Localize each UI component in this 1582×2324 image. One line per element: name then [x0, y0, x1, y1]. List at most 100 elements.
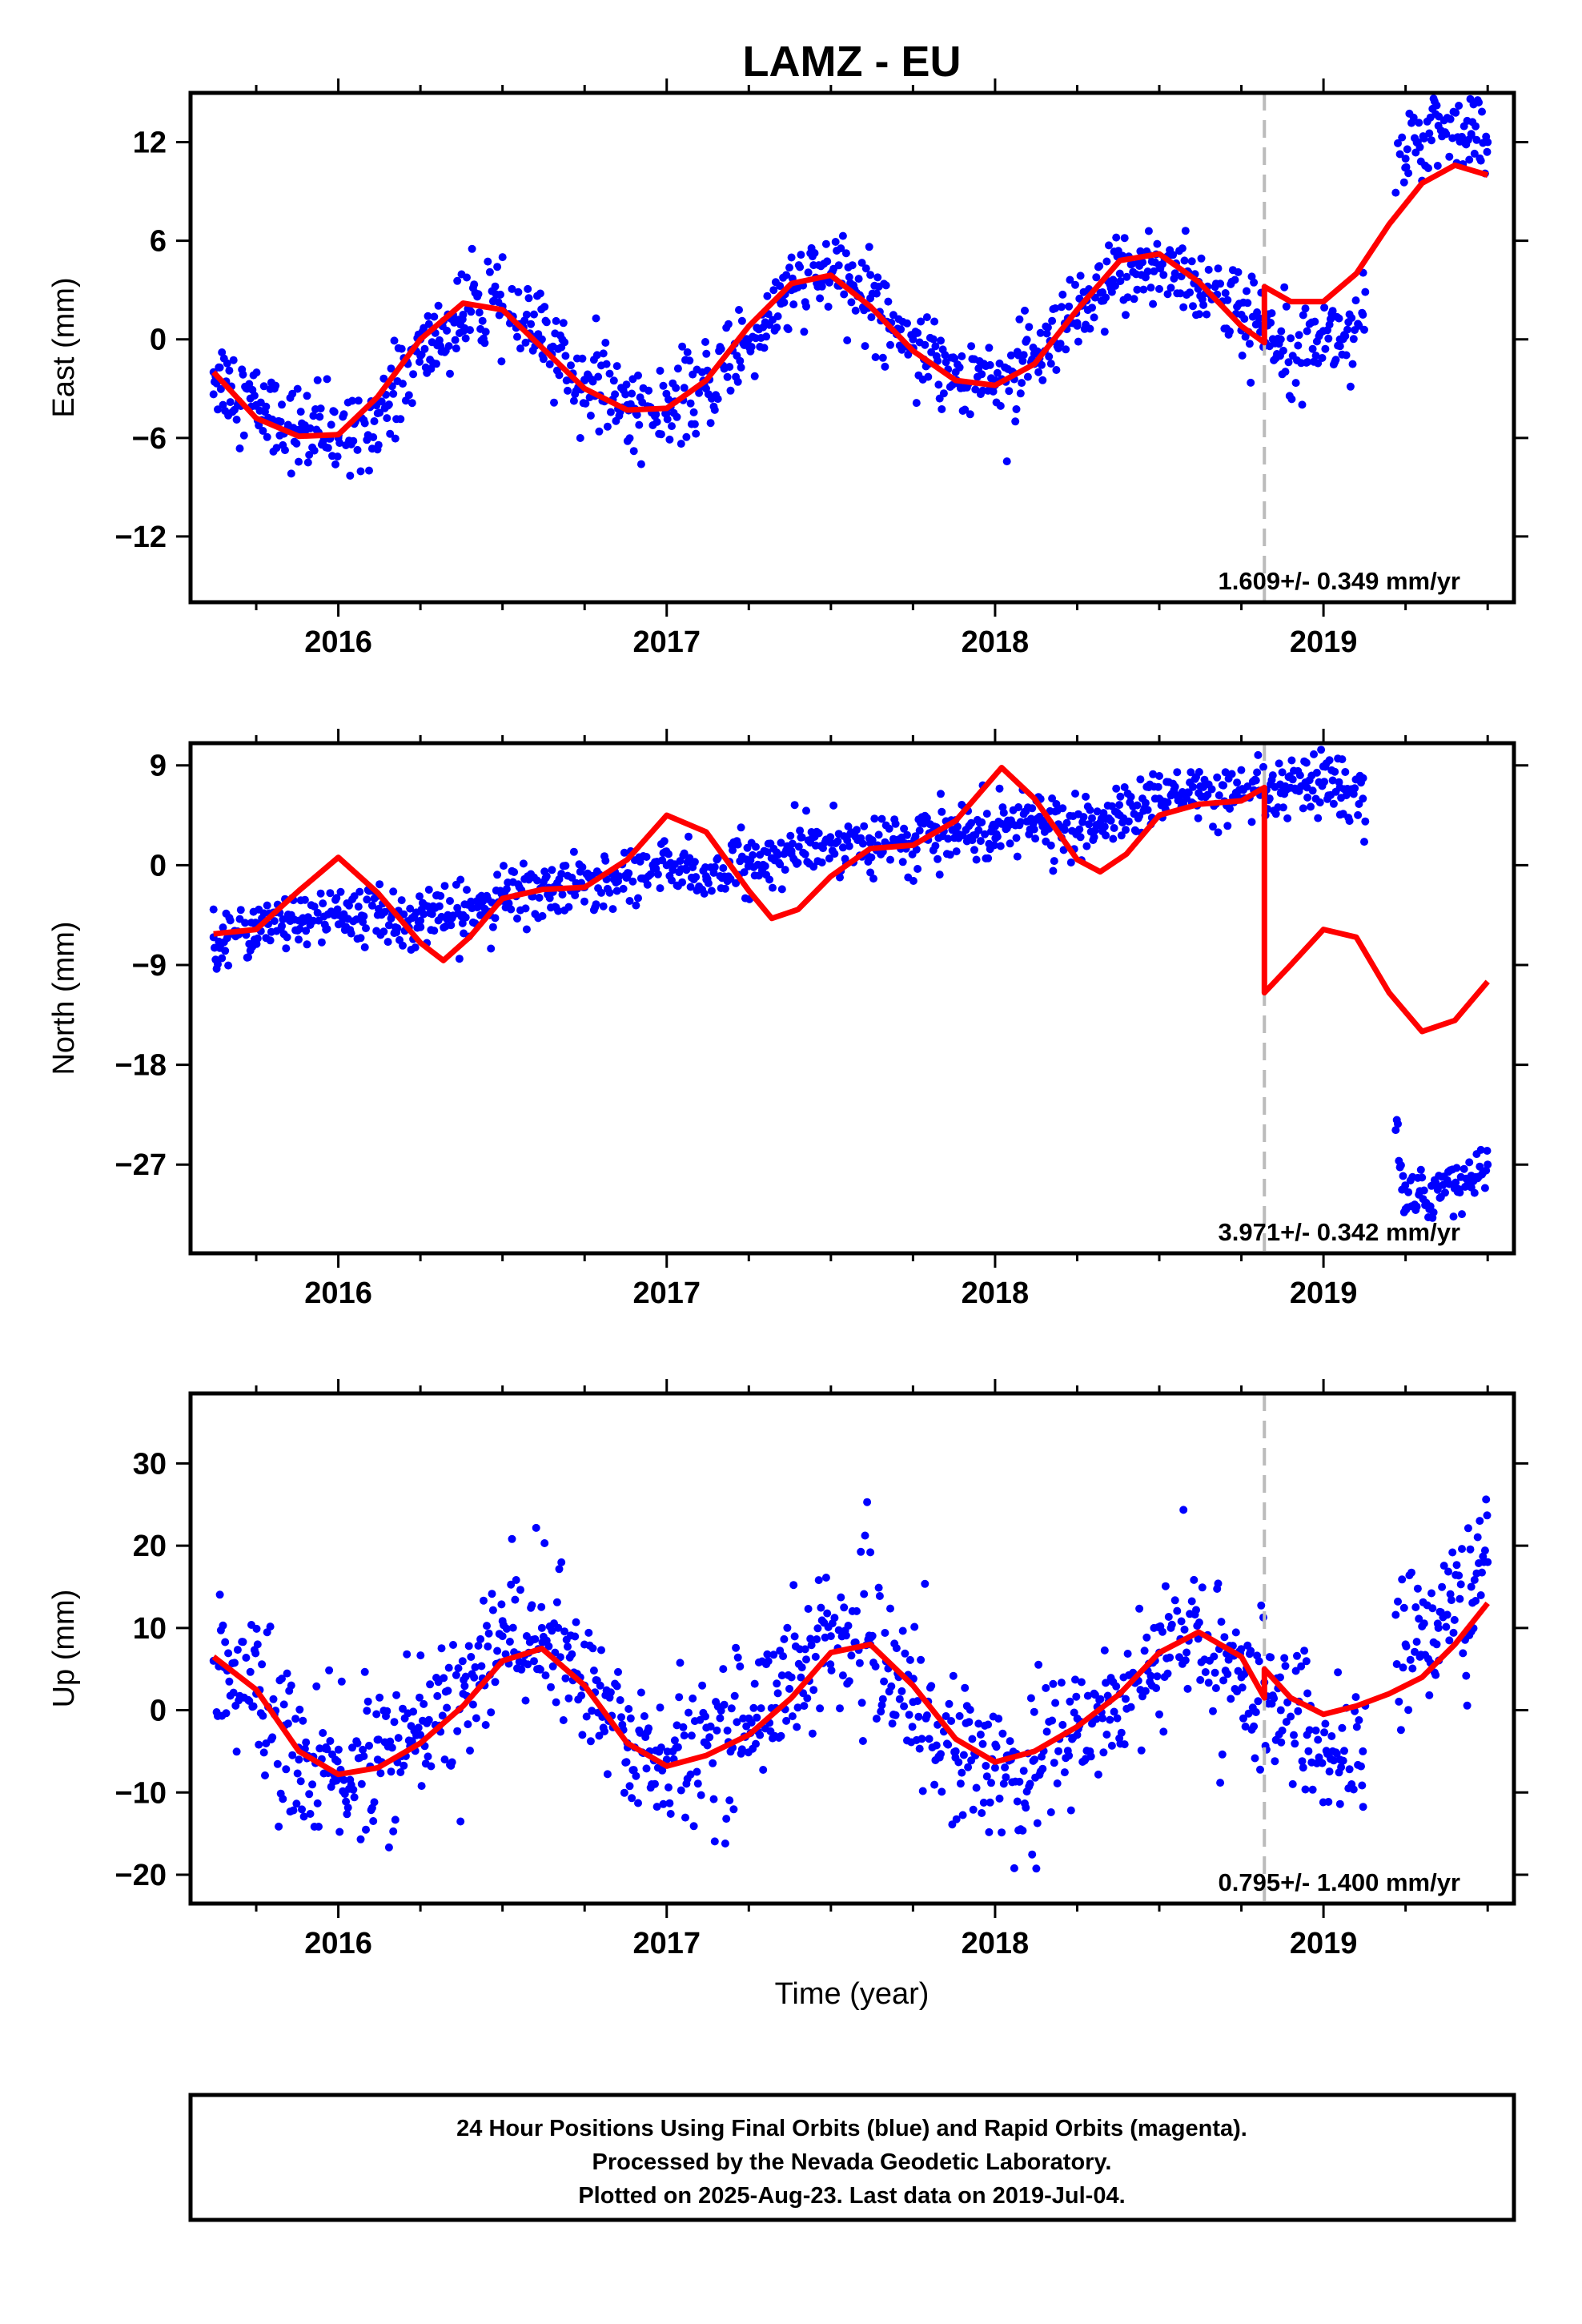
data-point — [411, 943, 420, 952]
data-point — [625, 1782, 634, 1791]
data-point — [871, 353, 880, 361]
data-point — [1436, 82, 1444, 90]
data-point — [406, 904, 415, 913]
data-point — [886, 855, 894, 864]
data-point — [349, 1785, 358, 1794]
data-point — [863, 1498, 872, 1506]
data-point — [605, 369, 614, 378]
data-point — [1223, 1670, 1232, 1679]
data-point — [508, 284, 516, 293]
data-point — [686, 1770, 695, 1779]
data-point — [1102, 1679, 1110, 1687]
data-point — [1441, 1188, 1449, 1197]
data-point — [821, 239, 830, 248]
data-point — [737, 1745, 746, 1754]
data-point — [628, 1794, 636, 1803]
data-point — [1198, 1583, 1207, 1592]
data-point — [1290, 1731, 1298, 1739]
data-point — [915, 1744, 924, 1753]
data-point — [1195, 789, 1203, 798]
data-point — [800, 1702, 809, 1711]
x-tick-label: 2016 — [304, 1277, 372, 1310]
data-point — [580, 897, 588, 906]
data-point — [1321, 344, 1330, 353]
data-point — [1170, 269, 1179, 278]
data-point — [214, 405, 222, 414]
data-point — [502, 885, 511, 894]
data-point — [697, 1791, 705, 1799]
data-point — [629, 1766, 638, 1775]
data-point — [1299, 1763, 1307, 1772]
data-point — [1233, 778, 1242, 787]
data-point — [662, 409, 671, 418]
data-point — [690, 420, 699, 428]
data-point — [1351, 296, 1360, 305]
data-point — [356, 934, 365, 943]
data-point — [1170, 1596, 1179, 1605]
data-point — [536, 1665, 544, 1674]
data-point — [564, 1694, 573, 1703]
data-point — [1213, 773, 1222, 782]
data-point — [1073, 319, 1082, 328]
data-point — [606, 1688, 615, 1697]
data-point — [400, 1761, 408, 1770]
data-point — [1186, 288, 1195, 297]
data-point — [1396, 1161, 1405, 1169]
data-point — [938, 1787, 946, 1796]
data-point — [736, 356, 745, 365]
data-point — [524, 294, 533, 303]
data-point — [665, 1799, 674, 1807]
data-point — [836, 873, 844, 882]
data-point — [1291, 1667, 1300, 1675]
data-point — [827, 1666, 836, 1675]
data-point — [1342, 351, 1351, 360]
data-point — [527, 320, 536, 328]
data-point — [1295, 771, 1304, 780]
data-point — [1219, 781, 1228, 790]
data-point — [942, 1712, 950, 1720]
data-point — [537, 1602, 546, 1611]
data-point — [224, 961, 233, 970]
data-point — [1123, 1650, 1132, 1658]
data-point — [393, 924, 402, 932]
data-point — [1180, 1625, 1189, 1634]
data-point — [984, 854, 993, 862]
data-point — [764, 1657, 773, 1666]
data-point — [1284, 358, 1293, 367]
data-point — [841, 1631, 850, 1640]
data-point — [1196, 1675, 1205, 1684]
data-point — [706, 1722, 715, 1731]
data-point — [814, 1576, 823, 1585]
data-point — [485, 267, 494, 276]
data-point — [1360, 325, 1368, 334]
data-point — [847, 1651, 856, 1660]
data-point — [625, 434, 634, 443]
data-point — [1030, 825, 1038, 834]
data-point — [1256, 1765, 1264, 1774]
data-point — [343, 1803, 352, 1812]
data-point — [319, 899, 327, 908]
data-point — [453, 1727, 462, 1735]
data-point — [701, 338, 709, 346]
data-point — [271, 381, 280, 390]
data-point — [1142, 1633, 1151, 1642]
data-point — [1302, 1657, 1311, 1666]
data-point — [594, 372, 603, 381]
data-point — [1470, 1188, 1479, 1197]
data-point — [279, 1700, 288, 1709]
rate-label: 3.971+/- 0.342 mm/yr — [1219, 1218, 1460, 1246]
y-tick-label: −6 — [132, 422, 167, 456]
data-point — [1303, 327, 1311, 336]
data-point — [1012, 405, 1021, 413]
data-point — [860, 1590, 869, 1598]
data-point — [1299, 804, 1307, 813]
data-point — [1445, 152, 1454, 161]
data-point — [780, 1634, 789, 1643]
data-point — [643, 880, 652, 889]
data-point — [682, 432, 691, 441]
footer-line-1: 24 Hour Positions Using Final Orbits (bl… — [456, 2116, 1247, 2141]
data-point — [1036, 328, 1045, 337]
data-point — [747, 343, 756, 352]
data-point — [1072, 1692, 1081, 1701]
data-point — [470, 1673, 479, 1682]
